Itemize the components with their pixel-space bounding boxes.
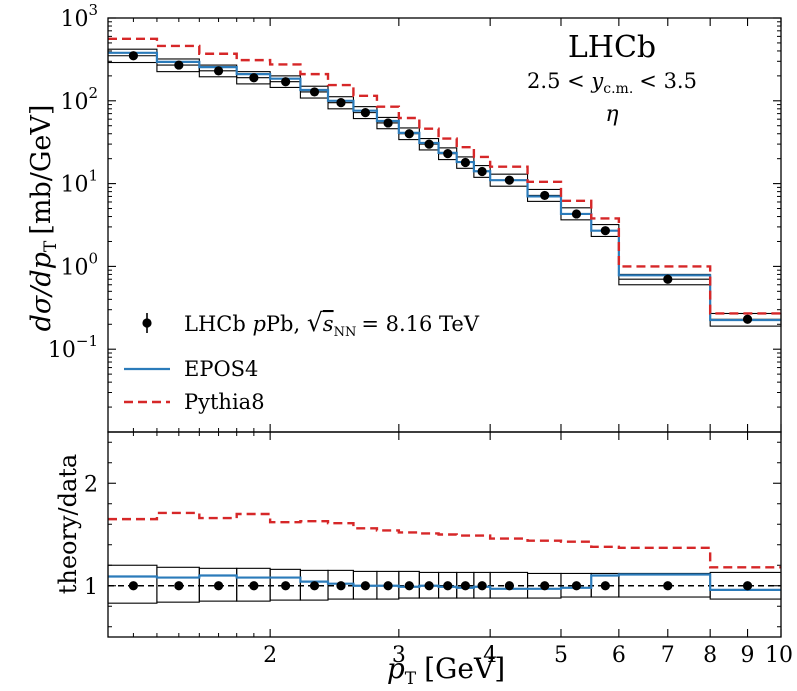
pythia8-ratio-line [108,511,781,569]
data-point [309,87,320,97]
ratio-y-tick-labels: 12 [84,472,98,600]
epos4-ratio-line [108,573,781,591]
data-point [600,226,610,236]
experiment-label: LHCb [568,30,656,65]
x-tick-label: 7 [661,643,675,668]
spectrum-panel: 10−1 100 101 102 103 LHCb 2.5 < yc.m. < 3.5 η… [26,1,782,433]
ratio-data-point [540,581,550,591]
ratio-ticks [108,432,782,637]
data-point [336,98,346,108]
x-tick-label: 9 [741,643,755,668]
spectrum-y-axis-label: dσ/dpT[mb/GeV] [26,105,61,332]
ratio-data-point [600,581,610,591]
ratio-data-point [424,581,434,591]
data-point [504,175,515,185]
data-point [443,149,453,159]
pythia8-spectrum-line [108,37,781,315]
x-tick-label: 4 [483,643,497,668]
data-point [571,209,582,219]
ratio-data-point [213,581,224,591]
ratio-y-tick-label: 1 [84,575,98,600]
legend-data-entry: LHCb pPb, √sNN = 8.16 TeV [142,308,480,340]
spectrum-y-tick-labels: 10−1 100 101 102 103 [48,1,98,363]
ratio-data-point [477,581,487,591]
data-point [383,118,393,128]
y-tick-label: 101 [60,167,98,198]
ratio-data-point [383,581,393,591]
data-point [742,314,753,324]
legend: LHCb pPb, √sNN = 8.16 TeV EPOS4 Pythia8 [124,308,480,414]
legend-data-label: LHCb pPb, √sNN = 8.16 TeV [184,308,480,340]
data-points [128,51,753,324]
ratio-y-tick-label: 2 [84,472,98,497]
x-tick-label: 10 [765,643,793,668]
ratio-data-point [404,581,414,591]
ratio-data-point [443,581,453,591]
x-axis-label: pT [GeV] [387,652,505,689]
legend-data-marker [142,318,152,328]
y-tick-label: 102 [60,84,98,115]
ratio-data-point [309,581,320,591]
ratio-data-point [504,581,515,591]
ratio-data-point [360,581,371,591]
legend-pythia8-entry: Pythia8 [124,390,265,414]
ratio-data-point [460,581,471,591]
ratio-data-point [249,581,259,591]
data-point [477,166,487,177]
data-point [174,60,184,70]
ratio-data-point [281,581,291,591]
ratio-panel: 12 2 3 4 5 6 7 8 9 10 theory/data pT [GeV] [54,431,793,689]
y-tick-label: 10−1 [48,332,98,363]
data-point [404,129,414,139]
data-point [249,73,259,83]
ratio-y-axis-label: theory/data [54,454,82,595]
data-point [281,77,291,87]
x-tick-label: 3 [392,643,406,668]
x-tick-label: 6 [612,643,626,668]
legend-epos4-entry: EPOS4 [124,357,258,381]
y-tick-label: 103 [60,1,98,32]
y-tick-label: 100 [60,249,98,280]
data-point [360,108,371,118]
ratio-data-points [128,581,753,591]
ratio-frame [107,431,782,638]
legend-pythia8-label: Pythia8 [184,390,265,414]
ratio-data-point [128,581,139,591]
legend-epos4-label: EPOS4 [184,357,258,381]
ratio-data-point [742,581,753,591]
x-tick-label: 5 [554,643,568,668]
ratio-data-point [571,581,582,591]
data-point [663,274,673,284]
data-point [460,157,471,168]
data-point [128,51,139,61]
spectrum-ticks [108,17,782,432]
data-point [540,190,550,201]
particle-label: η [605,102,618,127]
data-point [213,66,224,76]
x-tick-labels: 2 3 4 5 6 7 8 9 10 [263,643,793,668]
ratio-data-point [663,581,673,591]
ratio-data-point [336,581,346,591]
x-tick-label: 2 [263,643,277,668]
rapidity-range: 2.5 < yc.m. < 3.5 [527,69,697,97]
ratio-data-point [174,581,184,591]
data-point [424,139,434,149]
x-tick-label: 8 [703,643,717,668]
